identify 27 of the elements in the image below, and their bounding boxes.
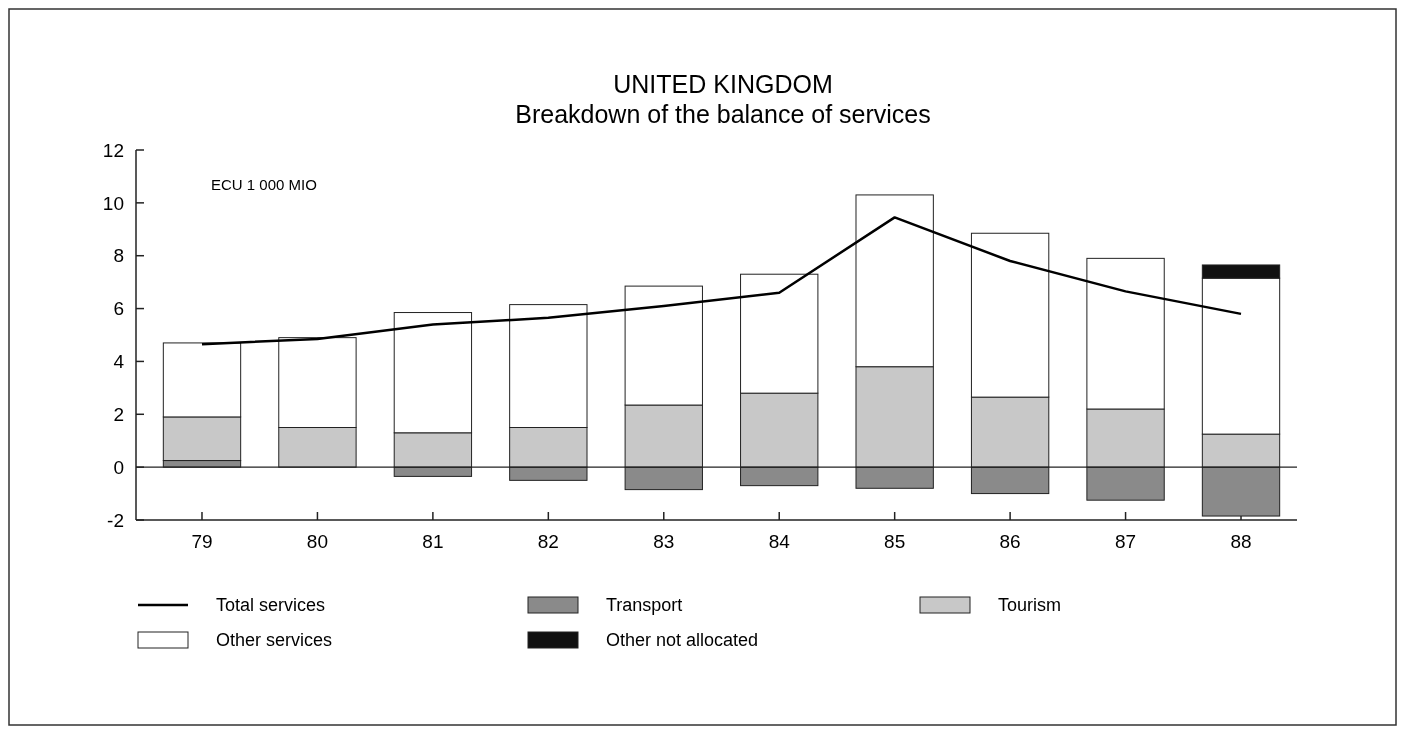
- y-tick-label: 0: [113, 456, 124, 478]
- x-tick-label: 82: [537, 531, 559, 552]
- x-tick-label: 85: [884, 531, 906, 552]
- x-tick-label: 86: [999, 531, 1021, 552]
- legend-label: Other services: [216, 630, 333, 651]
- legend-label: Transport: [606, 595, 683, 616]
- chart-title: UNITED KINGDOM: [613, 70, 833, 98]
- x-tick-label: 87: [1114, 531, 1137, 552]
- y-tick-label: 4: [113, 351, 125, 373]
- y-tick-label: 10: [102, 192, 124, 214]
- chart-subtitle: Breakdown of the balance of services: [515, 100, 931, 128]
- y-tick-label: -2: [107, 509, 124, 531]
- x-tick-label: 84: [768, 531, 791, 552]
- y-axis-title: ECU 1 000 MIO: [211, 176, 317, 193]
- legend-label: Other not allocated: [606, 630, 759, 651]
- line-series: [200, 216, 1243, 346]
- x-tick-label: 88: [1230, 531, 1252, 552]
- legend-label: Total services: [216, 595, 326, 616]
- x-tick-label: 81: [422, 531, 444, 552]
- y-tick-label: 8: [113, 245, 124, 267]
- y-tick-label: 2: [113, 403, 124, 425]
- y-tick-label: 12: [102, 139, 124, 161]
- x-tick-label: 83: [653, 531, 675, 552]
- x-tick-label: 80: [306, 531, 329, 552]
- x-tick-label: 79: [191, 531, 213, 552]
- y-tick-label: 6: [113, 298, 124, 320]
- legend-label: Tourism: [998, 595, 1062, 616]
